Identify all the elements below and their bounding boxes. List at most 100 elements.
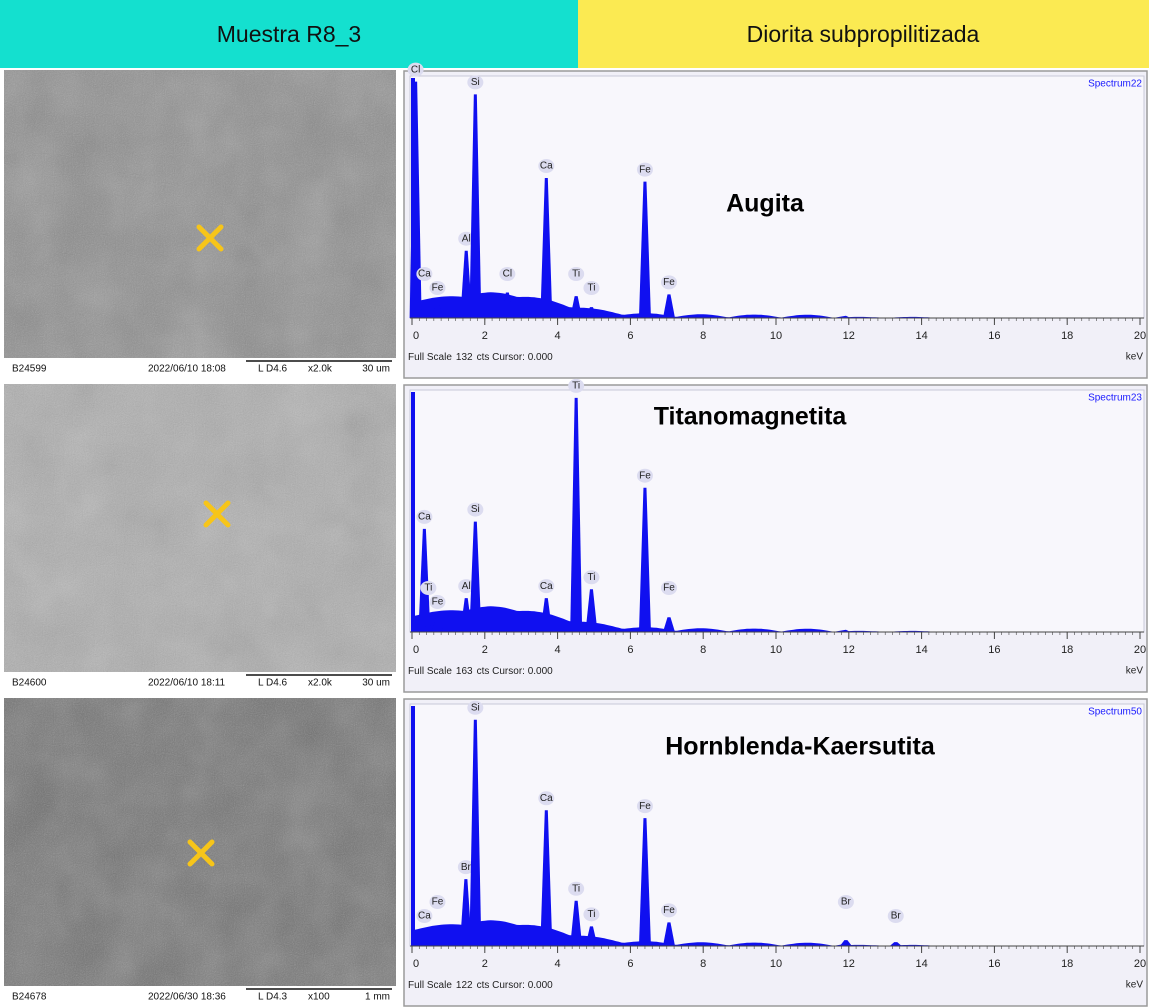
- peak-label: Ti: [587, 572, 595, 583]
- peak-label: Fe: [663, 905, 675, 916]
- peak: [570, 397, 583, 632]
- peak: [418, 307, 431, 318]
- sem-mode: L D4.6: [258, 364, 288, 375]
- mineral-name: Augita: [726, 190, 805, 218]
- peak: [460, 250, 473, 318]
- sem-mode: L D4.6: [258, 678, 288, 689]
- peak-label-bg: [467, 700, 484, 715]
- peak: [431, 930, 444, 946]
- peak-label: Fe: [432, 597, 444, 608]
- spectrum-footer: Full Scale 132 cts Cursor: 0.000: [408, 352, 553, 363]
- peak: [839, 940, 852, 946]
- sem-datetime: 2022/06/30 18:36: [148, 992, 226, 1003]
- peak: [459, 879, 472, 946]
- header-sample-bg: [0, 0, 578, 68]
- peak-label: Fe: [432, 283, 444, 294]
- x-tick-label: 16: [988, 330, 1000, 342]
- x-tick-label: 6: [627, 330, 633, 342]
- x-tick-label: 16: [988, 644, 1000, 656]
- peak: [431, 617, 444, 632]
- peak-label: Fe: [432, 897, 444, 908]
- peak-label-bg: [583, 281, 600, 295]
- noise-peak: [411, 392, 415, 632]
- peak-label: Ca: [418, 911, 431, 922]
- noise-peak: [411, 706, 415, 946]
- x-tick-label: 10: [770, 958, 782, 970]
- peak-label: Ti: [587, 283, 595, 294]
- full-scale: 163: [456, 666, 473, 677]
- peak-label-bg: [458, 579, 475, 594]
- header-sample: Muestra R8_3: [217, 21, 361, 47]
- peak: [570, 900, 583, 946]
- footer-prefix: Full Scale: [408, 980, 452, 991]
- peak: [585, 589, 598, 632]
- sem-mode: L D4.3: [258, 992, 288, 1003]
- spectrum-plot: [409, 703, 1145, 947]
- peak: [418, 528, 431, 632]
- peak-label: Cl: [411, 64, 420, 75]
- peak-label-bg: [887, 909, 904, 923]
- peak: [638, 818, 651, 946]
- sem-id: B24600: [12, 678, 47, 689]
- peak: [585, 926, 598, 946]
- peak: [469, 94, 482, 318]
- peak-label: Br: [841, 897, 852, 908]
- x-tick-label: 4: [555, 330, 561, 342]
- x-tick-label: 8: [700, 644, 706, 656]
- peak-label: Al: [462, 233, 471, 244]
- peak-label: Si: [471, 504, 480, 515]
- peak-label: Ti: [572, 381, 580, 392]
- peak-label-bg: [660, 903, 677, 918]
- peak-label: Br: [891, 911, 902, 922]
- peak-label: Fe: [663, 277, 675, 288]
- peak-label-bg: [636, 162, 653, 177]
- peak-label-bg: [458, 231, 475, 246]
- spectrum-name: Spectrum50: [1088, 707, 1142, 718]
- x-tick-label: 2: [482, 644, 488, 656]
- x-tick-label: 12: [843, 644, 855, 656]
- spectrum-footer: Full Scale 163 cts Cursor: 0.000: [408, 666, 553, 677]
- footer-suffix: cts Cursor: 0.000: [477, 980, 554, 991]
- rows: B24599 2022/06/10 18:08 L D4.6 x2.0k 30 um Sp…: [4, 62, 1148, 1008]
- footer-prefix: Full Scale: [408, 352, 452, 363]
- x-tick-label: 12: [843, 958, 855, 970]
- sem-scale: 30 um: [362, 678, 390, 689]
- peak: [662, 617, 675, 632]
- peak-label: Fe: [663, 583, 675, 594]
- peak-label: Ca: [540, 581, 553, 592]
- x-tick-label: 14: [915, 958, 927, 970]
- peak: [540, 598, 553, 632]
- peak-label-bg: [429, 281, 446, 295]
- x-tick-label: 14: [915, 330, 927, 342]
- sem-grain: [4, 384, 396, 672]
- footer-suffix: cts Cursor: 0.000: [477, 352, 554, 363]
- sem-scale: 1 mm: [365, 992, 390, 1003]
- peak-label-bg: [420, 581, 437, 595]
- peak: [540, 810, 553, 946]
- peak-label-bg: [660, 275, 677, 290]
- peak: [460, 598, 473, 632]
- peak: [469, 521, 482, 632]
- x-tick-label: 4: [555, 958, 561, 970]
- peak-label-bg: [416, 509, 433, 524]
- x-tick-label: 0: [413, 644, 419, 656]
- sem-scale: 30 um: [362, 364, 390, 375]
- spectrum-plot: [409, 75, 1145, 319]
- x-tick-label: 16: [988, 958, 1000, 970]
- x-tick-label: 8: [700, 330, 706, 342]
- sem-datetime: 2022/06/10 18:11: [148, 678, 226, 689]
- peak-label-bg: [636, 468, 653, 483]
- peak-label-bg: [416, 909, 433, 923]
- footer-suffix: cts Cursor: 0.000: [477, 666, 554, 677]
- footer-prefix: Full Scale: [408, 666, 452, 677]
- x-tick-label: 20: [1134, 330, 1146, 342]
- x-tick-label: 20: [1134, 644, 1146, 656]
- sem-grain: [4, 70, 396, 358]
- peak-label: Br: [461, 862, 472, 873]
- x-tick-label: 10: [770, 644, 782, 656]
- peak-label-bg: [568, 378, 585, 393]
- peak-label: Si: [471, 77, 480, 88]
- x-tick-label: 2: [482, 958, 488, 970]
- peak-label-bg: [636, 799, 653, 814]
